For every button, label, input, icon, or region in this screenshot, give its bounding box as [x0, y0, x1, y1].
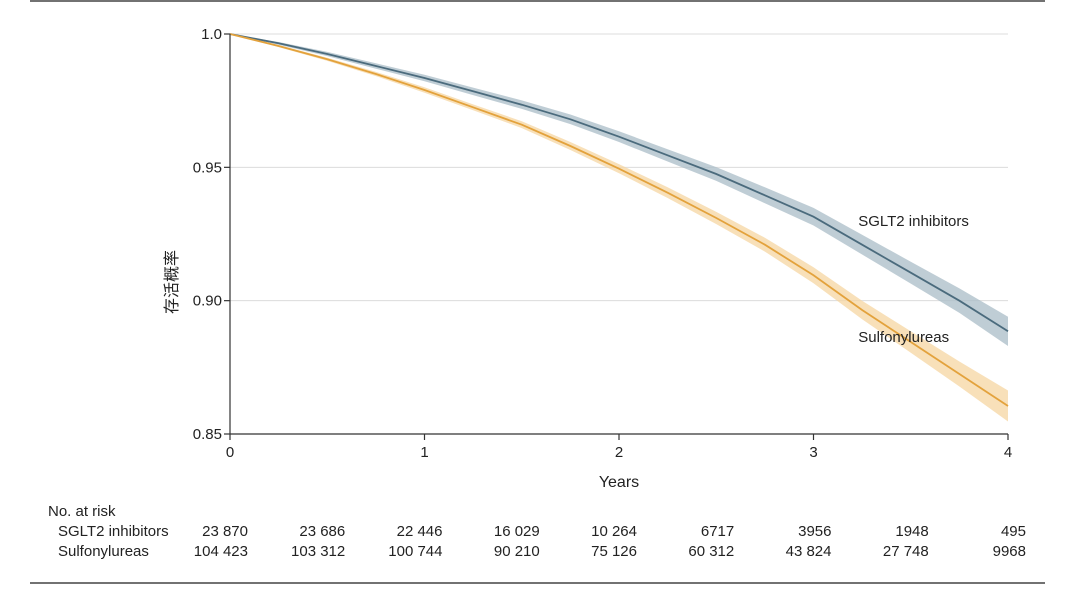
- risk-value-0-8: 495: [1001, 523, 1026, 540]
- series-lines: [229, 33, 1009, 407]
- risk-row-label-sulfonylureas: Sulfonylureas: [58, 543, 149, 560]
- y-axis-title: 存活概率: [163, 250, 181, 314]
- x-tick-label-2: 2: [615, 444, 623, 461]
- risk-value-0-6: 3956: [798, 523, 831, 540]
- y-tick-label-3: 0.85: [193, 426, 222, 443]
- series-label-sulfonylureas: Sulfonylureas: [858, 329, 949, 346]
- confidence-band-0: [230, 34, 1008, 346]
- x-tick-label-1: 1: [420, 444, 428, 461]
- x-tick-label-0: 0: [226, 444, 234, 461]
- risk-values: 23 870 23 686 22 446 16 029 10 264 6717 3956 19…: [194, 523, 1026, 560]
- risk-value-0-1: 23 686: [299, 523, 345, 540]
- axes: [229, 34, 1008, 435]
- tick-labels: 1.0 0.95 0.90 0.850 1 2 3 4: [193, 26, 1012, 461]
- risk-value-1-3: 90 210: [494, 543, 540, 560]
- y-tick-label-2: 0.90: [193, 293, 222, 310]
- risk-value-1-4: 75 126: [591, 543, 637, 560]
- risk-value-0-5: 6717: [701, 523, 734, 540]
- risk-row-label-sglt2: SGLT2 inhibitors: [58, 523, 169, 540]
- risk-value-0-3: 16 029: [494, 523, 540, 540]
- x-tick-label-3: 3: [809, 444, 817, 461]
- y-tick-label-1: 0.95: [193, 159, 222, 176]
- y-tick-label-0: 1.0: [201, 26, 222, 43]
- x-tick-label-4: 4: [1004, 444, 1012, 461]
- risk-value-0-4: 10 264: [591, 523, 637, 540]
- series-line-1: [229, 33, 1009, 407]
- risk-value-1-5: 60 312: [688, 543, 734, 560]
- risk-value-1-2: 100 744: [388, 543, 442, 560]
- risk-value-1-1: 103 312: [291, 543, 345, 560]
- risk-value-0-2: 22 446: [397, 523, 443, 540]
- risk-value-1-6: 43 824: [786, 543, 832, 560]
- risk-value-1-8: 9968: [993, 543, 1026, 560]
- risk-value-0-7: 1948: [895, 523, 928, 540]
- risk-table-title: No. at risk: [48, 503, 116, 520]
- risk-value-1-7: 27 748: [883, 543, 929, 560]
- series-label-sglt2-inhibitors: SGLT2 inhibitors: [858, 213, 969, 230]
- risk-value-0-0: 23 870: [202, 523, 248, 540]
- series-line-0: [229, 33, 1009, 333]
- risk-value-1-0: 104 423: [194, 543, 248, 560]
- risk-table: No. at risk SGLT2 inhibitors Sulfonylure…: [48, 503, 1026, 560]
- x-axis-title: Years: [599, 474, 639, 491]
